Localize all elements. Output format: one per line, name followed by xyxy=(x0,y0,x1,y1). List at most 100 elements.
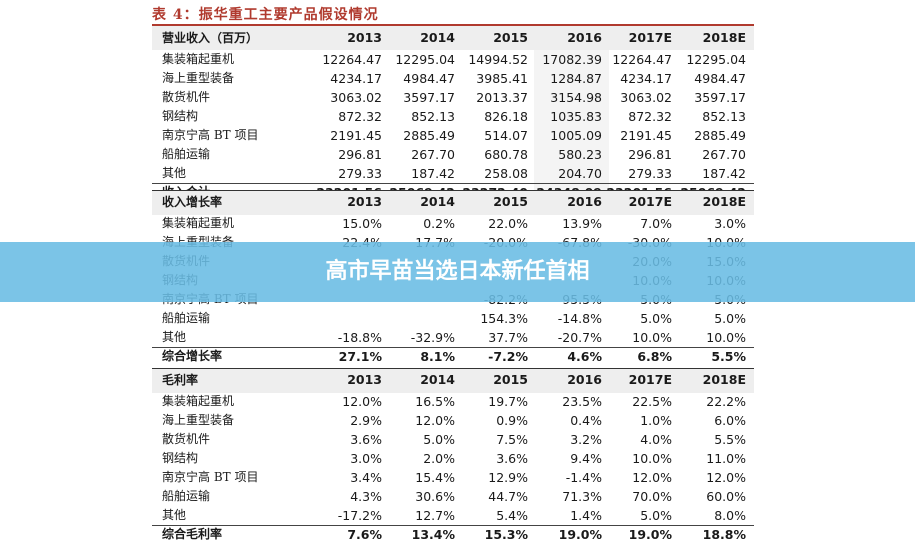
table-cell: 5.0% xyxy=(714,311,746,326)
table-cell: 13.9% xyxy=(562,216,602,231)
row-label: 集装箱起重机 xyxy=(162,394,235,408)
section-3: 毛利率 2013 2014 2015 2016 2017E 2018E 集装箱起重机 12.0%… xyxy=(152,368,754,544)
table-cell xyxy=(385,309,455,328)
table-cell: 258.08 xyxy=(484,166,528,181)
table-cell: 7.0% xyxy=(640,216,672,231)
table-cell: 2013 xyxy=(347,30,382,45)
table-row: 南京宁高 BT 项目 3.4% 15.4% 12.9% -1.4% 12.0% 12.0% xyxy=(152,468,754,487)
table-cell: 4234.17 xyxy=(620,71,672,86)
table-cell: 296.81 xyxy=(338,147,382,162)
table-cell: 5.0% xyxy=(640,311,672,326)
table-cell: 2.9% xyxy=(350,413,382,428)
table-cell xyxy=(312,309,382,328)
table-cell: 2017E xyxy=(628,194,672,209)
table-cell: 4.6% xyxy=(567,349,602,364)
table-cell: -20.7% xyxy=(557,330,602,345)
table-cell: 17082.39 xyxy=(542,52,602,67)
table-row: 钢结构 872.32 852.13 826.18 1035.83 872.32 852.13 xyxy=(152,107,754,126)
row-label: 钢结构 xyxy=(162,109,199,123)
table-cell: 4984.47 xyxy=(694,71,746,86)
table-cell: 2016 xyxy=(567,194,602,209)
header-band xyxy=(152,190,754,215)
table-cell: 3.6% xyxy=(496,451,528,466)
row-label: 船舶运输 xyxy=(162,489,211,503)
row-label: 散货机件 xyxy=(162,90,211,104)
table-cell: 22.5% xyxy=(632,394,672,409)
table-cell: 1035.83 xyxy=(550,109,602,124)
table-cell: 2018E xyxy=(702,372,746,387)
table-cell: -1.4% xyxy=(565,470,602,485)
row-label: 其他 xyxy=(162,166,187,180)
banner-text[interactable]: 高市早苗当选日本新任首相 xyxy=(325,259,590,284)
table-cell: 826.18 xyxy=(484,109,528,124)
table-cell: 2018E xyxy=(702,30,746,45)
table-cell: 4234.17 xyxy=(330,71,382,86)
news-banner[interactable] xyxy=(0,242,915,302)
table-row: 其他 279.33 187.42 258.08 204.70 279.33 187.42 xyxy=(152,164,754,183)
table-cell: 15.4% xyxy=(415,470,455,485)
table-cell: 22.2% xyxy=(706,394,746,409)
table-cell: 0.2% xyxy=(423,216,455,231)
table-cell: 187.42 xyxy=(411,166,455,181)
table-cell: 0.9% xyxy=(496,413,528,428)
table-cell: 3.0% xyxy=(350,451,382,466)
table-cell: -7.2% xyxy=(488,349,528,364)
table-cell: 27.1% xyxy=(338,349,382,364)
table-row: 其他 -18.8% -32.9% 37.7% -20.7% 10.0% 10.0% xyxy=(152,328,754,347)
table-cell: -17.2% xyxy=(337,508,382,523)
table-cell: 19.0% xyxy=(628,527,672,542)
row-label: 收入增长率 xyxy=(162,195,223,209)
table-cell: 2191.45 xyxy=(620,128,672,143)
row-label: 集装箱起重机 xyxy=(162,52,235,66)
table-cell: 2013 xyxy=(347,372,382,387)
table-header-row: 收入增长率 2013 2014 2015 2016 2017E 2018E xyxy=(152,190,754,209)
table-cell: 2016 xyxy=(567,30,602,45)
table-cell: 580.23 xyxy=(558,147,602,162)
table-cell: 204.70 xyxy=(558,166,602,181)
table-cell: 4.0% xyxy=(640,432,672,447)
table-cell: 11.0% xyxy=(706,451,746,466)
table-cell: 2016 xyxy=(567,372,602,387)
table-cell: 12295.04 xyxy=(686,52,746,67)
table-row: 海上重型装备 2.9% 12.0% 0.9% 0.4% 1.0% 6.0% xyxy=(152,411,754,430)
table-cell: 3063.02 xyxy=(330,90,382,105)
table-row: 船舶运输 4.3% 30.6% 44.7% 71.3% 70.0% 60.0% xyxy=(152,487,754,506)
table-cell: -14.8% xyxy=(557,311,602,326)
table-cell: 14994.52 xyxy=(468,52,528,67)
table-cell: 872.32 xyxy=(338,109,382,124)
row-label: 南京宁高 BT 项目 xyxy=(162,470,259,484)
total-rule xyxy=(152,347,754,348)
table-cell: 12264.47 xyxy=(322,52,382,67)
table-cell: 44.7% xyxy=(488,489,528,504)
table-cell: 4984.47 xyxy=(403,71,455,86)
table-cell: 2885.49 xyxy=(403,128,455,143)
table-header-row: 毛利率 2013 2014 2015 2016 2017E 2018E xyxy=(152,368,754,387)
total-row: 综合毛利率 7.6% 13.4% 15.3% 19.0% 19.0% 18.8% xyxy=(152,525,754,544)
table-cell: 296.81 xyxy=(628,147,672,162)
table-cell: 3597.17 xyxy=(694,90,746,105)
table-cell: 2014 xyxy=(420,30,455,45)
table-cell: 30.6% xyxy=(415,489,455,504)
table-cell: 7.5% xyxy=(496,432,528,447)
table-cell: 5.4% xyxy=(496,508,528,523)
row-label: 营业收入（百万） xyxy=(162,31,259,45)
row-label: 散货机件 xyxy=(162,432,211,446)
row-label: 南京宁高 BT 项目 xyxy=(162,128,259,142)
table-cell: 7.6% xyxy=(347,527,382,542)
row-label: 其他 xyxy=(162,508,187,522)
table-cell: 2.0% xyxy=(423,451,455,466)
table-cell: 3.4% xyxy=(350,470,382,485)
table-cell: 1.0% xyxy=(640,413,672,428)
table-cell: 3154.98 xyxy=(550,90,602,105)
row-label: 综合毛利率 xyxy=(162,527,223,541)
table-cell: 2017E xyxy=(628,372,672,387)
table-cell: 3063.02 xyxy=(620,90,672,105)
table-cell: 13.4% xyxy=(411,527,455,542)
table-cell: 5.0% xyxy=(423,432,455,447)
table-cell: 10.0% xyxy=(632,330,672,345)
table-row: 船舶运输 296.81 267.70 680.78 580.23 296.81 267.70 xyxy=(152,145,754,164)
total-rule xyxy=(152,525,754,526)
table-cell: 2191.45 xyxy=(330,128,382,143)
table-cell: 1005.09 xyxy=(550,128,602,143)
row-label: 船舶运输 xyxy=(162,311,211,325)
